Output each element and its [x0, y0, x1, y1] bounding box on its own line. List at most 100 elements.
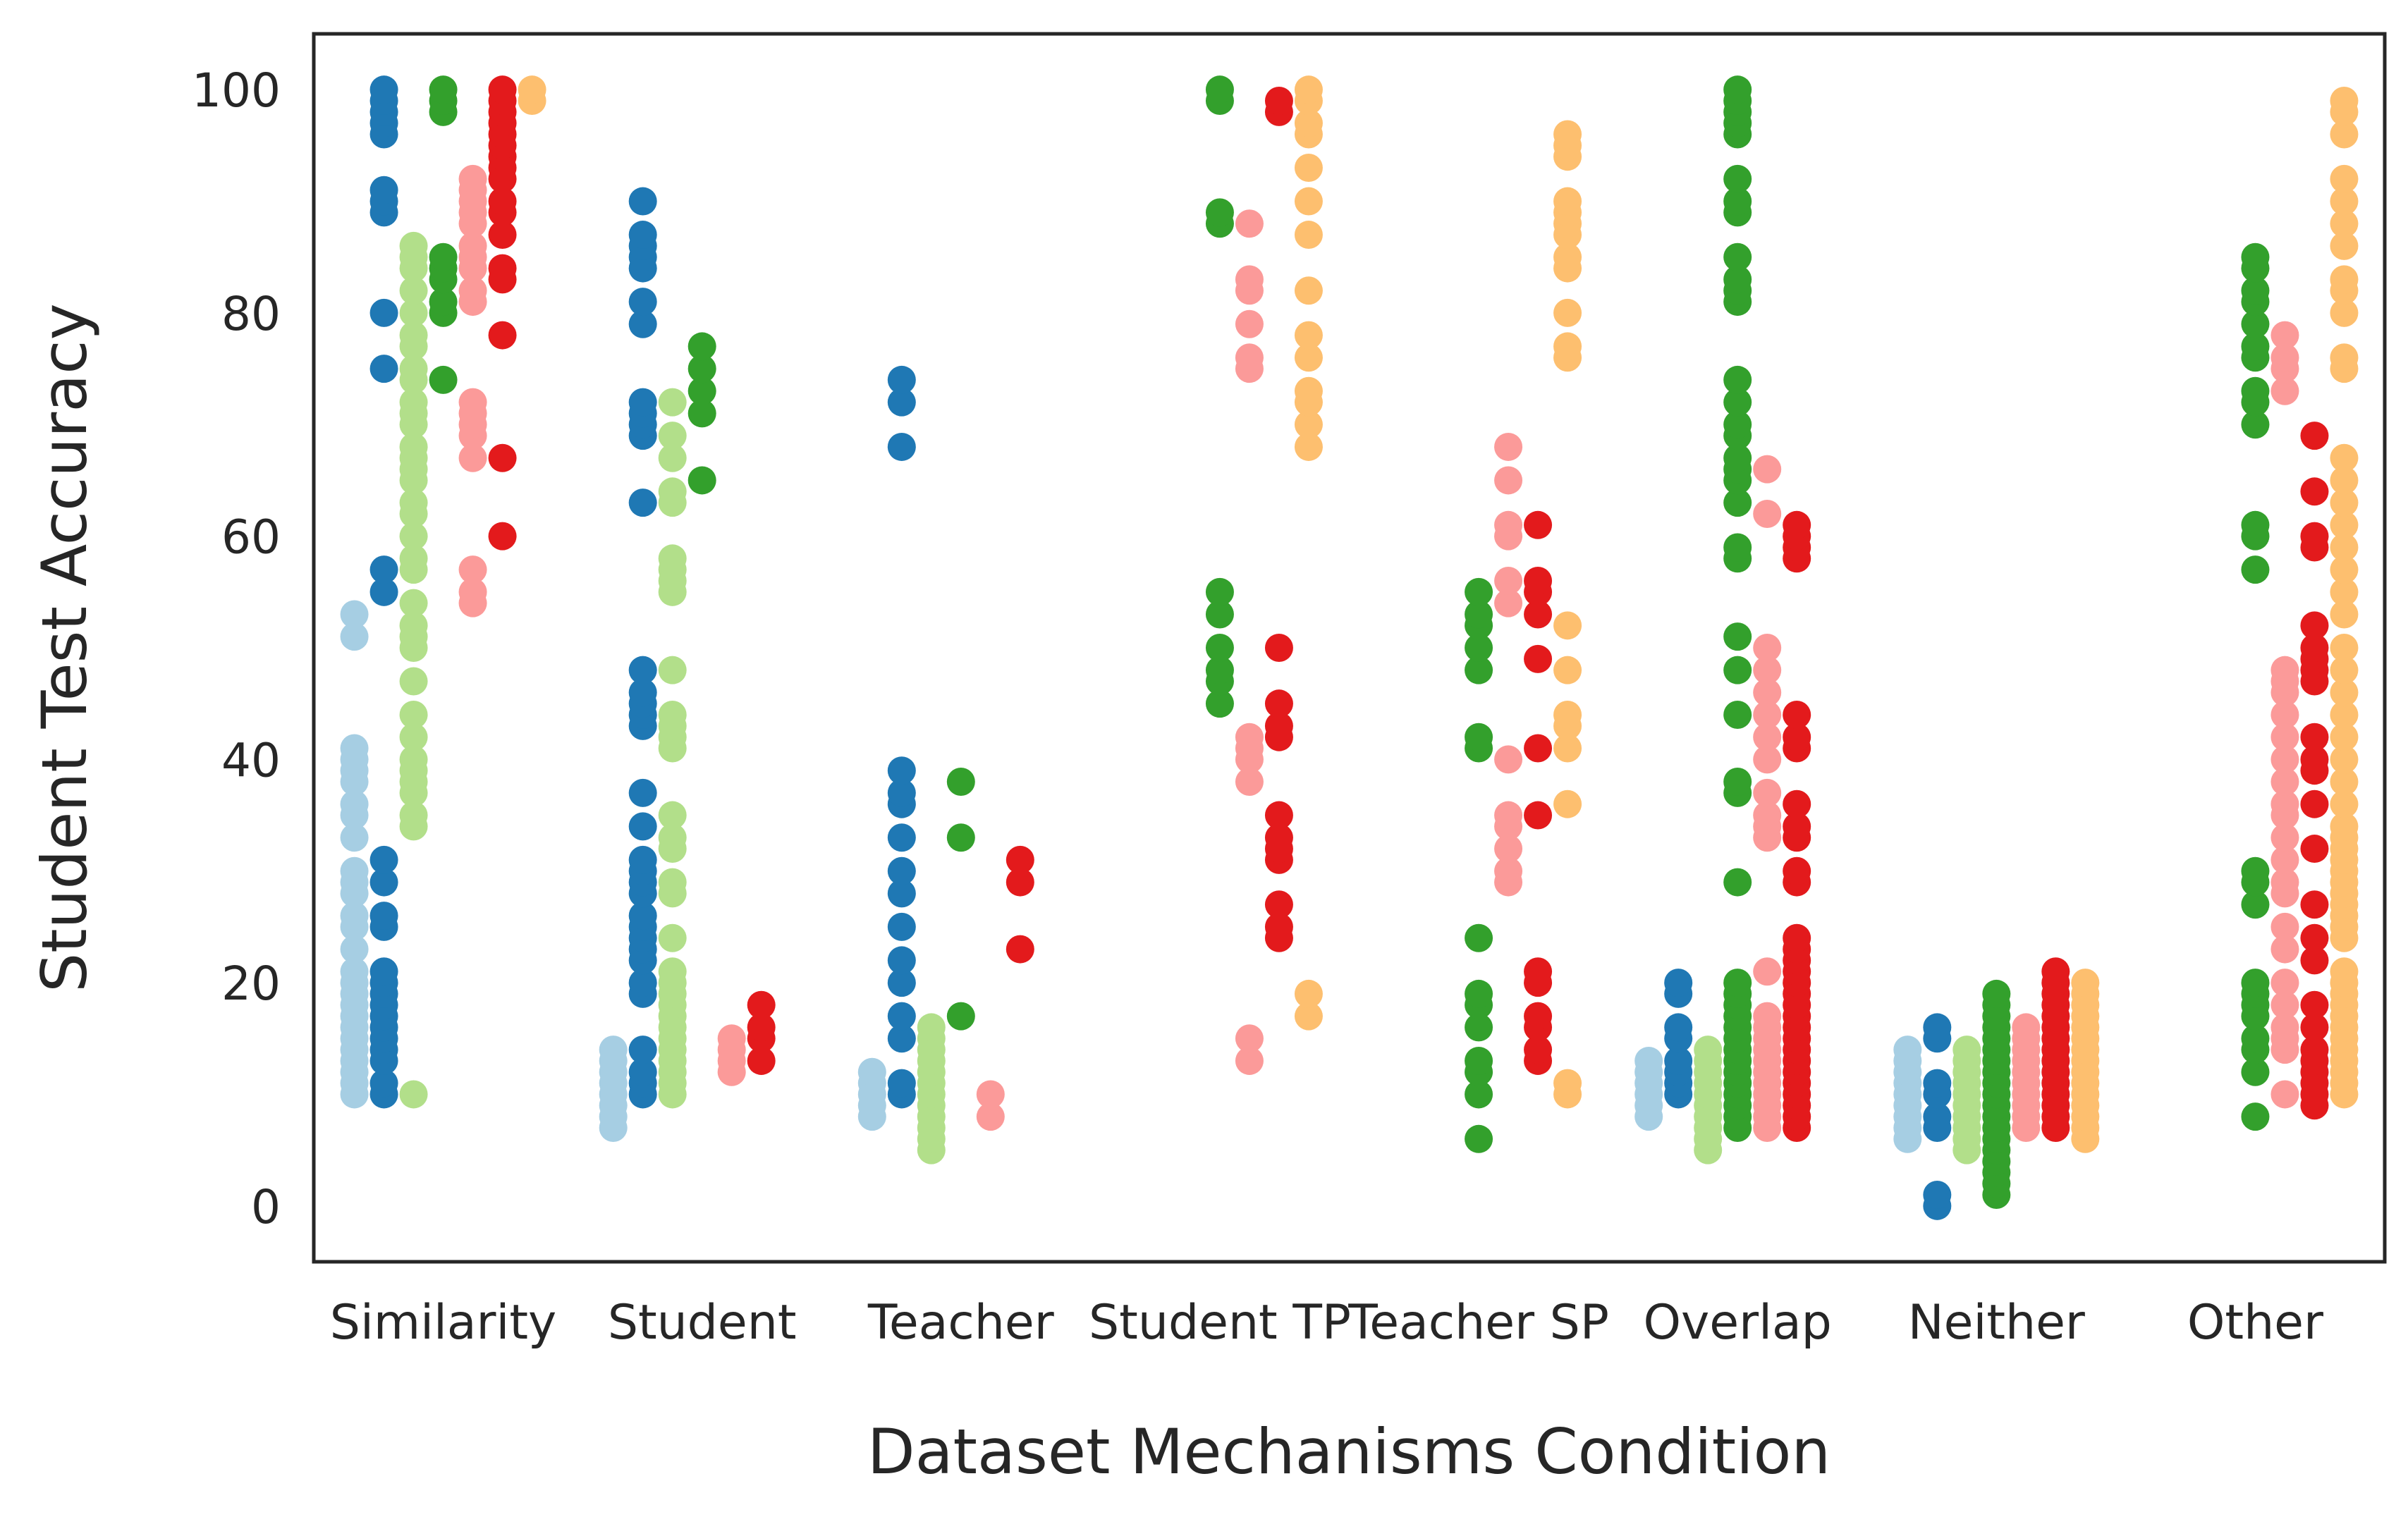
data-point-4-3-3 — [1465, 1046, 1493, 1075]
data-point-7-4-9 — [2271, 868, 2299, 897]
data-point-7-6-34 — [2330, 533, 2359, 562]
data-point-4-3-1 — [1465, 1080, 1493, 1109]
data-point-0-2-27 — [399, 355, 428, 383]
data-point-6-0-8 — [1893, 1036, 1922, 1064]
data-point-5-4-15 — [1753, 778, 1782, 807]
data-point-4-4-2 — [1494, 835, 1523, 864]
data-point-5-4-18 — [1753, 701, 1782, 730]
data-point-3-6-10 — [1294, 187, 1323, 216]
y-tick-label-60: 60 — [221, 510, 281, 565]
data-point-4-4-1 — [1494, 856, 1523, 885]
data-point-5-4-19 — [1753, 678, 1782, 707]
data-point-2-1-8 — [887, 856, 916, 885]
data-point-4-6-7 — [1553, 611, 1582, 640]
data-point-0-4-17 — [458, 164, 487, 193]
data-point-0-2-8 — [399, 701, 428, 730]
data-point-1-2-30 — [658, 422, 687, 450]
data-point-0-4-9 — [458, 276, 487, 305]
data-point-0-2-22 — [399, 432, 428, 461]
data-point-7-6-28 — [2330, 678, 2359, 707]
data-point-0-1-12 — [369, 902, 398, 930]
data-point-4-3-13 — [1465, 600, 1493, 629]
data-point-7-5-10 — [2300, 890, 2329, 919]
data-point-1-3-2 — [687, 376, 716, 405]
data-point-7-3-3 — [2241, 1024, 2270, 1053]
data-point-4-5-6 — [1524, 801, 1553, 830]
data-point-7-3-1 — [2241, 1057, 2270, 1086]
data-point-5-0-5 — [1634, 1046, 1663, 1075]
data-point-2-1-3 — [887, 1002, 916, 1031]
data-point-7-3-11 — [2241, 555, 2270, 584]
data-point-0-2-30 — [399, 298, 428, 327]
data-point-2-0-4 — [857, 1057, 886, 1086]
data-point-7-4-7 — [2271, 912, 2299, 941]
data-point-7-5-12 — [2300, 789, 2329, 818]
data-point-5-4-20 — [1753, 656, 1782, 684]
data-point-0-2-18 — [399, 488, 428, 517]
data-point-3-4-5 — [1235, 723, 1264, 751]
data-point-7-4-10 — [2271, 845, 2299, 874]
data-point-7-5-23 — [2300, 477, 2329, 506]
data-point-7-4-15 — [2271, 745, 2299, 774]
data-point-0-3-5 — [429, 242, 458, 271]
data-point-5-3-41 — [1723, 75, 1752, 104]
data-point-7-6-11 — [2330, 957, 2359, 986]
data-point-1-1-15 — [628, 812, 657, 841]
data-point-7-6-46 — [2330, 187, 2359, 216]
data-point-0-0-25 — [340, 622, 369, 651]
data-point-7-5-20 — [2300, 611, 2329, 640]
data-point-4-6-16 — [1553, 187, 1582, 216]
data-point-0-2-13 — [399, 589, 428, 617]
data-point-2-4-1 — [976, 1080, 1005, 1109]
data-point-7-6-30 — [2330, 634, 2359, 662]
data-point-7-6-44 — [2330, 231, 2359, 260]
data-point-5-3-35 — [1723, 187, 1752, 216]
data-point-6-5-14 — [2041, 957, 2070, 986]
data-point-7-6-22 — [2330, 812, 2359, 841]
data-point-1-5-0 — [747, 1046, 776, 1075]
data-point-4-3-4 — [1465, 1013, 1493, 1042]
data-point-4-3-7 — [1465, 923, 1493, 952]
data-point-1-1-32 — [628, 221, 657, 250]
data-point-5-4-16 — [1753, 745, 1782, 774]
data-point-4-4-10 — [1494, 466, 1523, 495]
data-point-4-6-5 — [1553, 701, 1582, 730]
data-point-7-3-19 — [2241, 309, 2270, 338]
data-point-1-3-3 — [687, 355, 716, 383]
data-point-3-3-0 — [1205, 689, 1234, 718]
data-point-3-6-3 — [1294, 410, 1323, 439]
data-point-0-3-8 — [429, 75, 458, 104]
data-point-0-2-31 — [399, 276, 428, 305]
data-point-4-5-3 — [1524, 1002, 1553, 1031]
data-point-0-0-14 — [340, 902, 369, 930]
data-point-1-1-26 — [628, 388, 657, 417]
data-point-4-4-11 — [1494, 432, 1523, 461]
data-point-5-3-28 — [1723, 388, 1752, 417]
data-point-5-5-29 — [1783, 510, 1811, 539]
data-point-0-3-2 — [429, 288, 458, 317]
data-point-1-5-3 — [747, 990, 776, 1019]
data-point-4-3-9 — [1465, 723, 1493, 751]
data-point-0-2-2 — [399, 801, 428, 830]
data-point-0-0-20 — [340, 789, 369, 818]
data-point-1-1-28 — [628, 288, 657, 317]
data-point-4-6-3 — [1553, 734, 1582, 763]
data-point-5-3-36 — [1723, 164, 1752, 193]
data-point-1-3-0 — [687, 466, 716, 495]
data-point-1-5-2 — [747, 1013, 776, 1042]
data-point-3-5-9 — [1264, 689, 1293, 718]
data-point-3-5-1 — [1264, 912, 1293, 941]
data-point-7-5-11 — [2300, 835, 2329, 864]
data-point-4-6-10 — [1553, 298, 1582, 327]
data-point-4-6-19 — [1553, 120, 1582, 149]
data-point-5-5-19 — [1783, 856, 1811, 885]
data-point-3-3-5 — [1205, 577, 1234, 606]
data-point-4-3-0 — [1465, 1124, 1493, 1153]
data-point-7-4-0 — [2271, 1080, 2299, 1109]
data-point-0-1-18 — [369, 298, 398, 327]
data-point-2-5-1 — [1006, 868, 1034, 897]
data-point-2-4-0 — [976, 1102, 1005, 1131]
data-point-1-1-2 — [628, 1057, 657, 1086]
data-point-5-3-17 — [1723, 701, 1752, 730]
y-axis-title: Student Test Accuracy — [28, 303, 101, 992]
